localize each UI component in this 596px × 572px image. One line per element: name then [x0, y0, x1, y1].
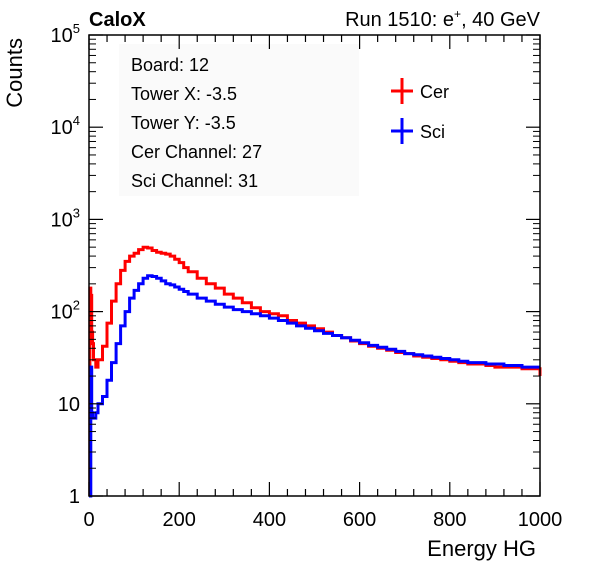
x-tick-label: 600: [343, 509, 376, 531]
run-prefix: Run 1510: e: [345, 9, 454, 31]
info-sci-channel: Sci Channel: 31: [131, 171, 258, 191]
legend-sci-label: Sci: [420, 122, 445, 142]
series-layer: [88, 245, 542, 498]
y-tick-label: 104: [51, 113, 80, 139]
x-tick-label: 1000: [518, 509, 563, 531]
y-axis-title: Counts: [2, 38, 27, 108]
legend-entry-cer: Cer: [391, 78, 449, 104]
y-tick-label: 105: [51, 21, 80, 47]
x-tick-label: 0: [83, 509, 94, 531]
tick-layer: [88, 34, 541, 497]
info-box-lines: Board: 12 Tower X: -3.5 Tower Y: -3.5 Ce…: [131, 55, 262, 191]
info-tower-x: Tower X: -3.5: [131, 84, 237, 104]
y-tick-label: 102: [51, 298, 80, 324]
info-board: Board: 12: [131, 55, 209, 75]
series-line-sci: [89, 274, 540, 498]
y-tick-label: 10: [58, 394, 80, 416]
info-tower-y: Tower Y: -3.5: [131, 113, 236, 133]
legend-entry-sci: Sci: [391, 118, 445, 144]
plot-frame: [88, 34, 541, 497]
run-suffix: , 40 GeV: [461, 9, 541, 31]
legend: Cer Sci: [391, 78, 449, 144]
run-info: Run 1510: e+, 40 GeV: [345, 7, 541, 31]
legend-cer-label: Cer: [420, 82, 449, 102]
run-superscript: +: [454, 7, 461, 21]
y-tick-label: 1: [69, 486, 80, 508]
x-tick-label: 800: [433, 509, 466, 531]
calox-label: CaloX: [89, 9, 146, 31]
y-tick-label: 103: [51, 205, 80, 231]
info-cer-channel: Cer Channel: 27: [131, 142, 262, 162]
x-tick-label: 400: [253, 509, 286, 531]
tick-label-layer: 0 200 400 600 800 1000 1 10 102 103 104 105: [51, 21, 563, 531]
x-axis-title: Energy HG: [427, 536, 536, 561]
info-box: [119, 44, 359, 196]
x-tick-label: 200: [163, 509, 196, 531]
